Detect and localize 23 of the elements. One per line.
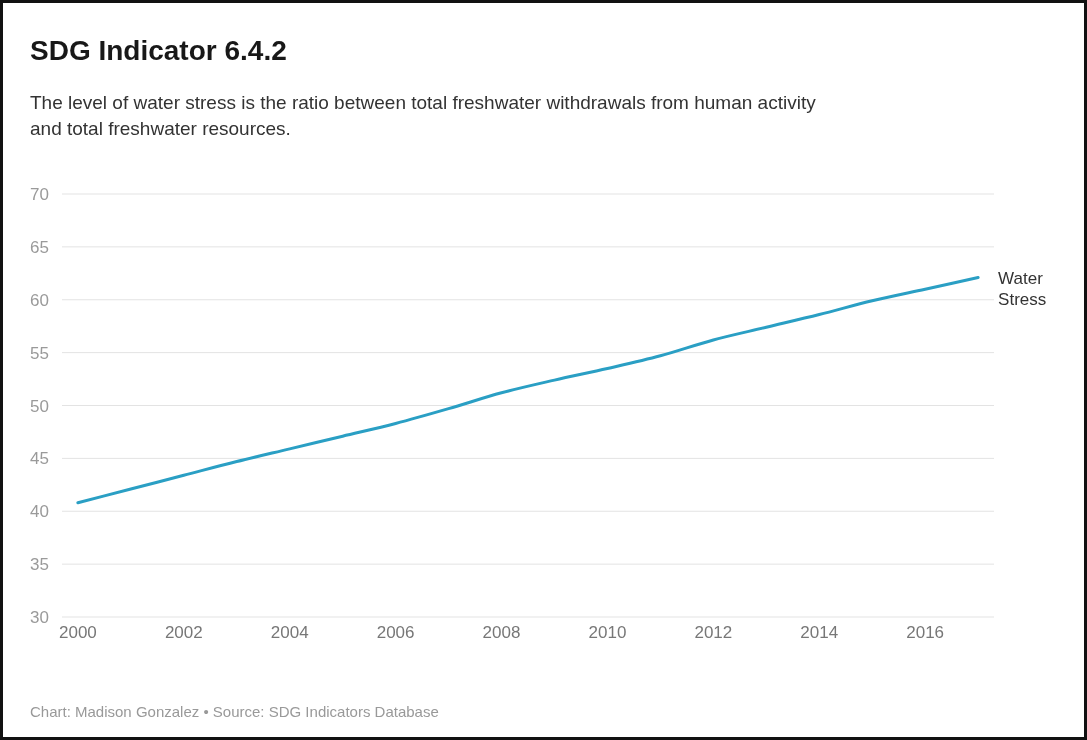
y-tick-label: 50 [30,396,49,416]
x-tick-label: 2010 [588,623,627,642]
y-tick-label: 55 [30,343,49,363]
x-tick-label: 2016 [906,623,945,642]
x-tick-label: 2002 [164,623,203,642]
y-tick-label: 70 [30,185,49,204]
x-tick-label: 2004 [270,623,309,642]
y-tick-label: 30 [30,608,49,627]
chart-title: SDG Indicator 6.4.2 [30,35,287,66]
x-tick-label: 2000 [58,623,97,642]
chart-subtitle: The level of water stress is the ratio between total freshwater withdrawals from human activity and total freshwater resources. [30,92,817,139]
y-tick-label: 65 [30,237,49,257]
y-tick-label: 40 [30,502,49,522]
series-label: Water Stress [998,268,1047,309]
y-tick-label: 60 [30,290,49,310]
line-series [76,276,980,505]
y-tick-label: 45 [30,449,49,469]
x-tick-label: 2014 [800,623,839,642]
x-tick-label: 2012 [694,623,733,642]
x-tick-label: 2006 [376,623,415,642]
x-tick-label: 2008 [482,623,521,642]
text: Chart: Madison Gonzalez • Source: SDG Indicators Database [30,703,439,720]
y-tick-label: 35 [30,555,49,575]
